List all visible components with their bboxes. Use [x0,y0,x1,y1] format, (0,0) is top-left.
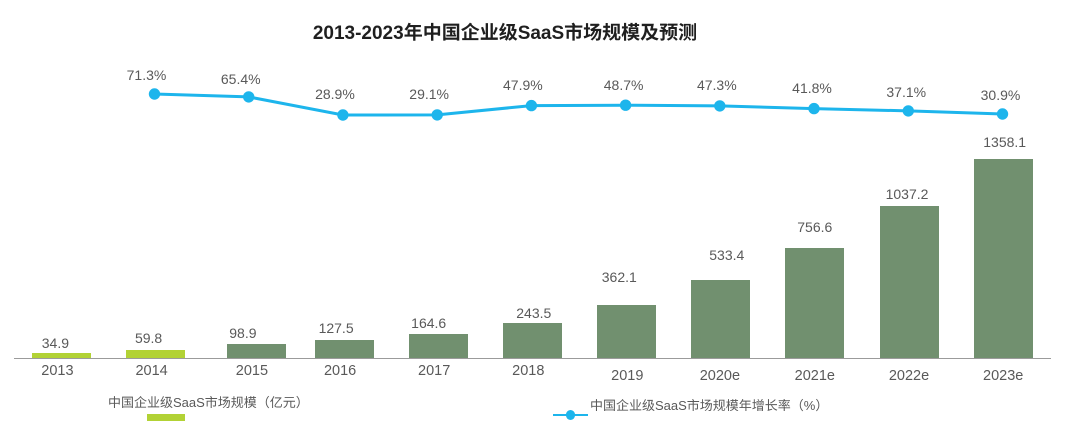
bar-2014 [126,349,186,359]
bar-2019 [596,305,656,359]
legend-line-label: 中国企业级SaaS市场规模年增长率（%） [590,398,829,413]
legend-line-marker-dot [565,410,576,420]
growth-point-2020e [714,100,726,112]
bar-2016 [314,339,374,359]
x-tick-2020e: 2020e [699,367,741,384]
bar-2013 [31,353,91,359]
growth-rate-label-2021e: 41.8% [792,79,832,96]
x-tick-2015: 2015 [235,362,269,379]
growth-rate-label-2023e: 30.9% [980,86,1021,103]
growth-rate-label-2016: 28.9% [315,85,355,102]
bar-2023e [973,159,1033,359]
growth-point-2019 [619,99,632,111]
chart-title: 2013-2023年中国企业级SaaS市场规模及预测 [312,23,698,44]
bar-value-label-2020e: 533.4 [709,247,745,264]
x-tick-2013: 2013 [41,362,74,379]
growth-point-2014 [148,88,161,100]
growth-rate-label-2014: 71.3% [126,67,167,84]
x-tick-2023e: 2023e [983,367,1024,384]
growth-rate-label-2022e: 37.1% [886,83,927,100]
bar-2022e [879,206,939,359]
growth-rate-label-2017: 29.1% [409,85,450,102]
bar-value-label-2017: 164.6 [411,314,447,331]
bar-value-label-2019: 362.1 [601,269,637,286]
growth-rate-label-2018: 47.9% [503,77,543,94]
bar-2020e [691,280,751,359]
bar-value-label-2022e: 1037.2 [885,185,929,202]
growth-rate-label-2019: 48.7% [603,76,644,93]
x-tick-2014: 2014 [135,362,168,379]
legend-bar-swatch [146,413,185,421]
bar-2018 [502,322,562,359]
bar-2017 [408,334,468,359]
x-tick-2019: 2019 [611,367,644,384]
x-tick-2018: 2018 [512,362,545,379]
x-tick-2021e: 2021e [794,367,835,384]
bar-value-label-2018: 243.5 [516,304,552,321]
growth-point-2023e [996,108,1009,120]
bar-value-label-2013: 34.9 [41,334,70,351]
growth-line [154,92,1003,117]
bar-2015 [226,343,286,359]
bar-2021e [785,247,845,359]
bar-value-label-2016: 127.5 [318,319,354,336]
bar-value-label-2021e: 756.6 [797,219,833,236]
growth-point-2017 [431,109,443,121]
growth-point-2015 [243,91,255,103]
growth-point-2018 [525,99,538,112]
x-tick-2017: 2017 [418,362,451,379]
x-axis-line [14,358,1051,360]
growth-rate-label-2015: 65.4% [220,70,261,87]
bar-value-label-2023e: 1358.1 [983,133,1027,150]
growth-point-2022e [902,105,914,117]
x-tick-2022e: 2022e [888,367,930,384]
growth-point-2021e [808,102,820,115]
legend-bar-label: 中国企业级SaaS市场规模（亿元） [108,395,309,411]
bar-value-label-2014: 59.8 [134,330,163,347]
x-tick-2016: 2016 [323,362,357,379]
growth-point-2016 [337,109,349,121]
bar-value-label-2015: 98.9 [229,324,257,341]
growth-rate-label-2020e: 47.3% [696,77,737,94]
